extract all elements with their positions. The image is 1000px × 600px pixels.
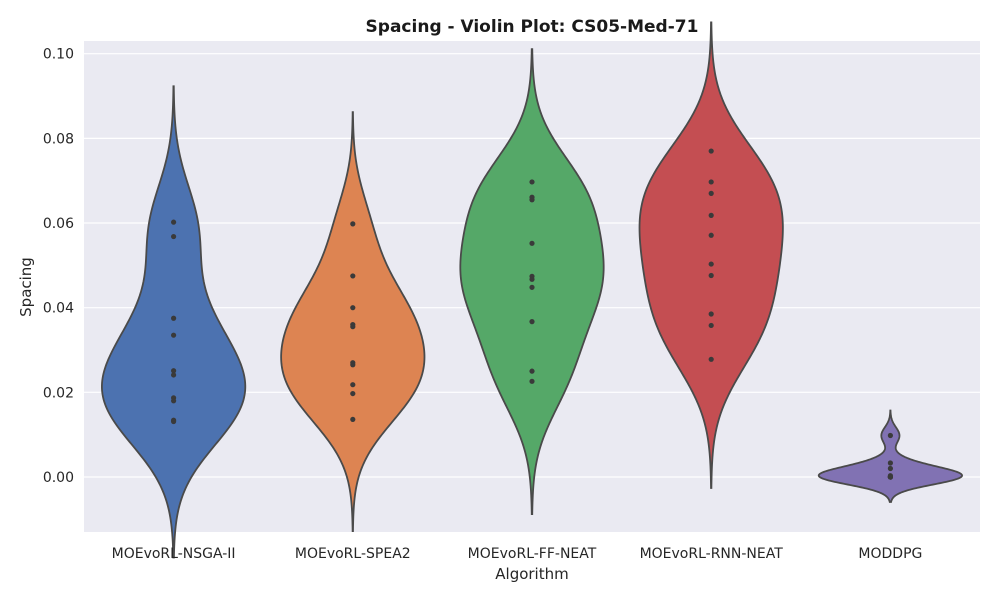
data-point — [708, 148, 714, 154]
data-point — [529, 197, 535, 203]
data-point — [529, 240, 535, 246]
x-tick-label: MODDPG — [858, 546, 922, 562]
data-point — [529, 284, 535, 290]
violin-shape — [280, 111, 426, 532]
data-point — [171, 418, 177, 425]
data-point — [350, 273, 356, 279]
y-axis-label: Spacing — [17, 257, 35, 317]
data-point — [350, 362, 356, 368]
data-point — [708, 232, 714, 238]
x-tick-label: MOEvoRL-NSGA-II — [112, 546, 236, 562]
y-tick-label: 0.00 — [43, 470, 74, 486]
data-point — [708, 179, 714, 185]
y-axis-ticks: 0.00 0.02 0.04 0.06 0.08 0.10 — [43, 47, 74, 486]
data-point — [350, 305, 356, 311]
data-point — [350, 324, 356, 330]
data-point — [708, 261, 714, 267]
data-point — [350, 416, 356, 423]
chart-title: Spacing - Violin Plot: CS05-Med-71 — [366, 17, 699, 37]
violin-shape — [817, 409, 963, 503]
observation-points — [171, 148, 894, 480]
data-point — [350, 390, 356, 397]
x-tick-label: MOEvoRL-FF-NEAT — [468, 546, 597, 562]
data-point — [708, 356, 714, 362]
x-tick-label: MOEvoRL-SPEA2 — [295, 546, 411, 562]
y-tick-label: 0.06 — [43, 216, 74, 232]
data-point — [887, 474, 894, 480]
y-tick-label: 0.02 — [43, 385, 74, 401]
y-tick-label: 0.04 — [43, 301, 74, 317]
data-point — [529, 368, 535, 374]
data-point — [171, 219, 177, 225]
data-point — [708, 272, 714, 279]
data-point — [171, 233, 177, 240]
data-point — [171, 332, 177, 338]
y-tick-label: 0.08 — [43, 131, 74, 147]
data-point — [529, 276, 535, 282]
data-point — [171, 315, 177, 321]
data-point — [887, 432, 894, 439]
data-point — [350, 382, 356, 388]
y-tick-label: 0.10 — [43, 47, 74, 63]
data-point — [887, 465, 894, 472]
data-point — [529, 319, 535, 325]
violin-shape — [638, 21, 784, 489]
data-point — [708, 322, 714, 329]
data-point — [708, 190, 714, 196]
x-axis-label: Algorithm — [495, 565, 568, 583]
data-point — [350, 221, 356, 227]
data-point — [708, 212, 714, 218]
data-point — [529, 179, 535, 185]
x-tick-label: MOEvoRL-RNN-NEAT — [640, 546, 784, 562]
violin-shape — [101, 85, 247, 559]
data-point — [887, 460, 894, 466]
data-point — [171, 372, 177, 378]
data-point — [171, 368, 177, 374]
data-point — [171, 398, 177, 404]
x-axis-ticks: MOEvoRL-NSGA-II MOEvoRL-SPEA2 MOEvoRL-FF-N… — [112, 546, 923, 562]
data-point — [708, 311, 714, 317]
data-point — [529, 378, 535, 384]
